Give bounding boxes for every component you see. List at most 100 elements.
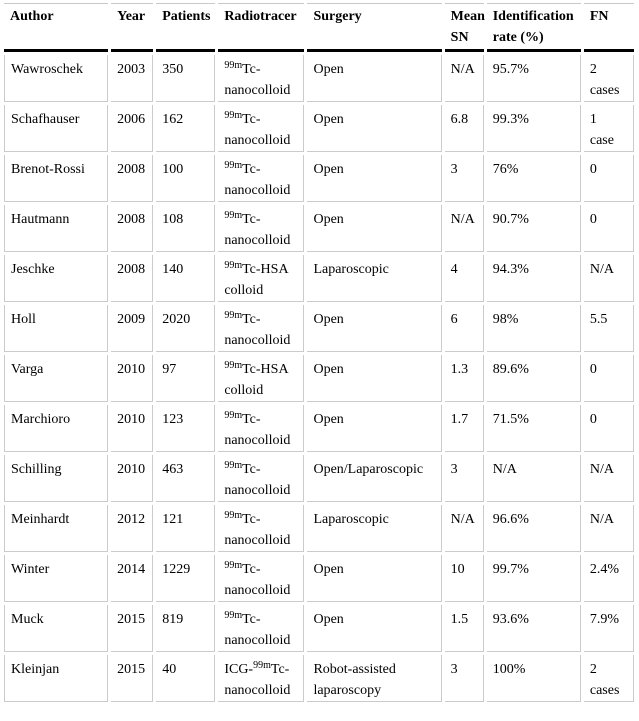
cell-author: Brenot-Rossi bbox=[4, 155, 109, 202]
column-header-id_rate: Identification rate (%) bbox=[486, 3, 581, 52]
cell-id_rate: 100% bbox=[486, 655, 581, 702]
cell-fn: N/A bbox=[583, 505, 634, 552]
table-row: Holl 2009 2020 99mTc-nanocolloid Open 6 98% 5.5 bbox=[4, 305, 634, 352]
column-header-mean_sn: Mean SN bbox=[444, 3, 485, 52]
isotope-superscript: 99m bbox=[253, 660, 271, 671]
table-row: Varga 2010 97 99mTc-HSA colloid Open 1.3 89.6%… bbox=[4, 355, 634, 402]
cell-year: 2010 bbox=[111, 405, 154, 452]
cell-author: Varga bbox=[4, 355, 109, 402]
cell-fn: 1 case bbox=[583, 105, 634, 152]
cell-radiotracer: 99mTc-nanocolloid bbox=[218, 305, 305, 352]
cell-patients: 123 bbox=[156, 405, 216, 452]
column-header-radiotracer: Radiotracer bbox=[218, 3, 305, 52]
cell-patients: 1229 bbox=[156, 555, 216, 602]
table-row: Schilling 2010 463 99mTc-nanocolloid Open/La… bbox=[4, 455, 634, 502]
cell-year: 2009 bbox=[111, 305, 154, 352]
isotope-superscript: 99m bbox=[224, 210, 243, 221]
cell-mean_sn: 1.3 bbox=[444, 355, 484, 402]
cell-surgery: Laparoscopic bbox=[307, 505, 442, 552]
cell-mean_sn: 3 bbox=[444, 155, 484, 202]
header-row: Author Year Patients Radiotracer Surgery Mean… bbox=[4, 3, 634, 52]
cell-author: Marchioro bbox=[4, 405, 109, 452]
cell-surgery: Open bbox=[307, 55, 442, 102]
cell-mean_sn: 6 bbox=[444, 305, 484, 352]
cell-author: Kleinjan bbox=[4, 655, 109, 702]
cell-radiotracer: 99mTc-nanocolloid bbox=[218, 405, 305, 452]
table-row: Schafhauser 2006 162 99mTc-nanocolloid Open 6… bbox=[4, 105, 634, 152]
cell-radiotracer: 99mTc-HSA colloid bbox=[218, 255, 305, 302]
cell-id_rate: 89.6% bbox=[486, 355, 581, 402]
cell-surgery: Open bbox=[307, 305, 442, 352]
cell-id_rate: 90.7% bbox=[486, 205, 581, 252]
cell-fn: 2 cases bbox=[583, 655, 634, 702]
cell-author: Schilling bbox=[4, 455, 109, 502]
cell-surgery: Open bbox=[307, 555, 442, 602]
cell-year: 2008 bbox=[111, 205, 154, 252]
cell-year: 2015 bbox=[111, 605, 154, 652]
table-row: Muck 2015 819 99mTc-nanocolloid Open 1.5 93.6%… bbox=[4, 605, 634, 652]
cell-year: 2015 bbox=[111, 655, 154, 702]
cell-author: Schafhauser bbox=[4, 105, 109, 152]
cell-fn: 0 bbox=[583, 355, 634, 402]
cell-surgery: Open bbox=[307, 155, 442, 202]
cell-mean_sn: 4 bbox=[444, 255, 484, 302]
cell-surgery: Open/Laparoscopic bbox=[307, 455, 442, 502]
table-row: Meinhardt 2012 121 99mTc-nanocolloid Laparos… bbox=[4, 505, 634, 552]
cell-fn: 0 bbox=[583, 205, 634, 252]
cell-fn: 2 cases bbox=[583, 55, 634, 102]
cell-author: Jeschke bbox=[4, 255, 109, 302]
isotope-superscript: 99m bbox=[224, 60, 243, 71]
table-row: Wawroschek 2003 350 99mTc-nanocolloid Open N/… bbox=[4, 55, 634, 102]
cell-mean_sn: 3 bbox=[444, 455, 484, 502]
table-row: Jeschke 2008 140 99mTc-HSA colloid Laparosco… bbox=[4, 255, 634, 302]
cell-radiotracer: 99mTc-nanocolloid bbox=[218, 555, 305, 602]
cell-patients: 108 bbox=[156, 205, 216, 252]
sentinel-node-studies-table: Author Year Patients Radiotracer Surgery Mean… bbox=[1, 0, 637, 705]
cell-year: 2008 bbox=[111, 255, 154, 302]
isotope-superscript: 99m bbox=[224, 160, 243, 171]
cell-fn: 0 bbox=[583, 155, 634, 202]
cell-fn: 7.9% bbox=[583, 605, 634, 652]
cell-radiotracer: 99mTc-nanocolloid bbox=[218, 105, 305, 152]
cell-patients: 97 bbox=[156, 355, 216, 402]
cell-fn: N/A bbox=[583, 455, 634, 502]
cell-mean_sn: 6.8 bbox=[444, 105, 484, 152]
column-header-surgery: Surgery bbox=[307, 3, 442, 52]
cell-surgery: Open bbox=[307, 605, 442, 652]
column-header-year: Year bbox=[111, 3, 154, 52]
column-header-patients: Patients bbox=[156, 3, 216, 52]
cell-surgery: Robot-assisted laparoscopy bbox=[307, 655, 442, 702]
cell-id_rate: 99.3% bbox=[486, 105, 581, 152]
isotope-superscript: 99m bbox=[224, 310, 243, 321]
isotope-superscript: 99m bbox=[224, 260, 243, 271]
isotope-superscript: 99m bbox=[224, 460, 243, 471]
cell-patients: 140 bbox=[156, 255, 216, 302]
isotope-superscript: 99m bbox=[224, 360, 243, 371]
cell-fn: 2.4% bbox=[583, 555, 634, 602]
cell-year: 2010 bbox=[111, 355, 154, 402]
cell-id_rate: 71.5% bbox=[486, 405, 581, 452]
cell-surgery: Open bbox=[307, 205, 442, 252]
cell-patients: 819 bbox=[156, 605, 216, 652]
cell-surgery: Open bbox=[307, 105, 442, 152]
cell-mean_sn: N/A bbox=[444, 505, 484, 552]
cell-id_rate: 99.7% bbox=[486, 555, 581, 602]
cell-id_rate: 96.6% bbox=[486, 505, 581, 552]
table-body: Wawroschek 2003 350 99mTc-nanocolloid Open N/… bbox=[4, 55, 634, 702]
cell-author: Meinhardt bbox=[4, 505, 109, 552]
cell-year: 2014 bbox=[111, 555, 154, 602]
isotope-superscript: 99m bbox=[224, 560, 243, 571]
table-row: Kleinjan 2015 40 ICG-99mTc-nanocolloid Robot… bbox=[4, 655, 634, 702]
cell-author: Wawroschek bbox=[4, 55, 109, 102]
cell-mean_sn: 1.7 bbox=[444, 405, 484, 452]
cell-patients: 463 bbox=[156, 455, 216, 502]
cell-radiotracer: 99mTc-nanocolloid bbox=[218, 55, 305, 102]
cell-radiotracer: 99mTc-nanocolloid bbox=[218, 155, 305, 202]
cell-year: 2012 bbox=[111, 505, 154, 552]
isotope-superscript: 99m bbox=[224, 510, 243, 521]
cell-radiotracer: 99mTc-nanocolloid bbox=[218, 605, 305, 652]
cell-patients: 2020 bbox=[156, 305, 216, 352]
cell-patients: 162 bbox=[156, 105, 216, 152]
cell-patients: 350 bbox=[156, 55, 216, 102]
cell-year: 2006 bbox=[111, 105, 154, 152]
